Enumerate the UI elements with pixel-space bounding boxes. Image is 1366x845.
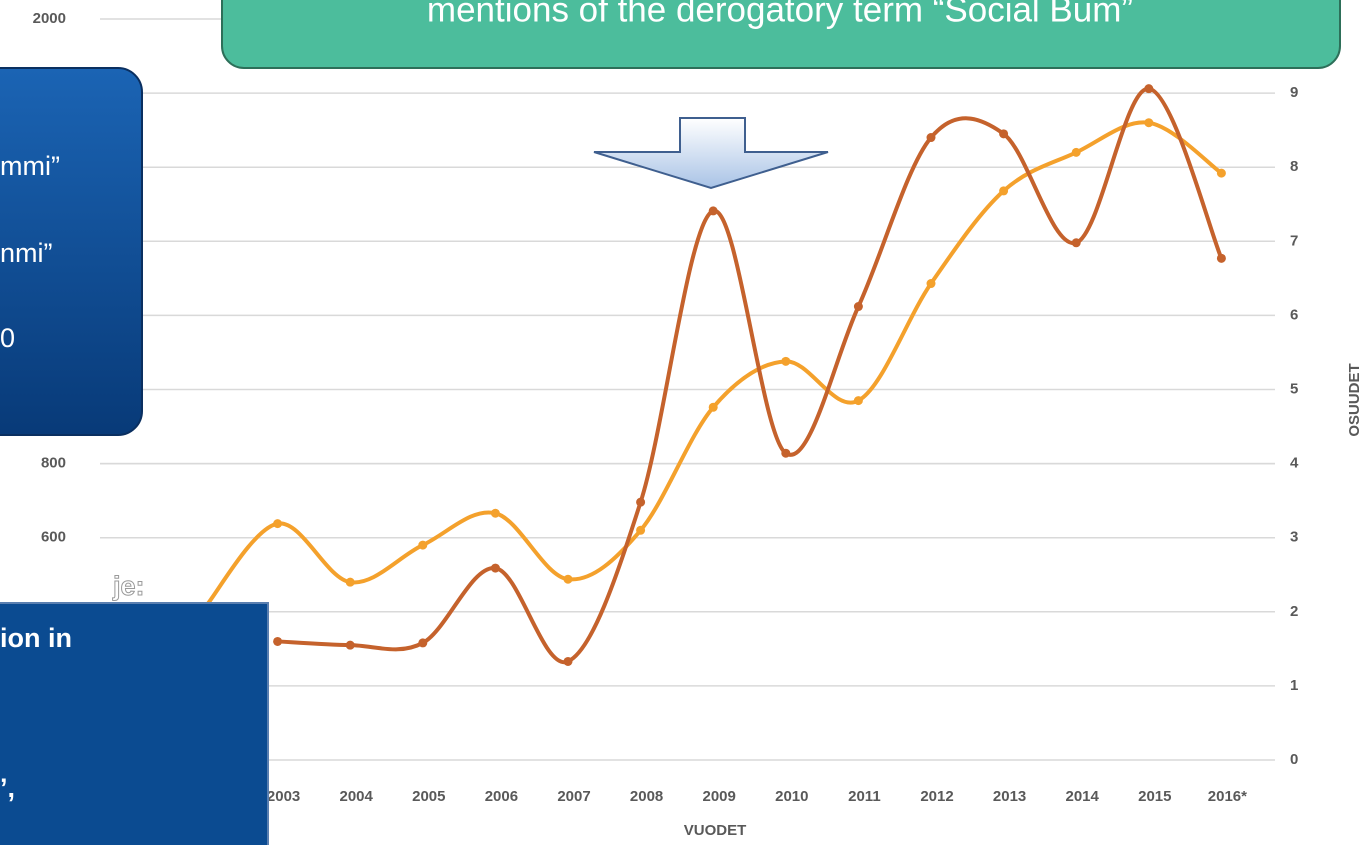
data-point [563, 656, 573, 666]
left-box [0, 67, 143, 436]
data-point [490, 563, 500, 573]
data-point [273, 519, 283, 529]
left-box-line: mmi” [0, 151, 60, 181]
data-point [926, 133, 936, 143]
y2-tick-label: 2 [1290, 603, 1298, 620]
y2-tick-label: 0 [1290, 751, 1298, 768]
x-tick-label: 2014 [1066, 788, 1100, 805]
data-point [1216, 253, 1226, 263]
data-point [1071, 238, 1081, 248]
y2-tick-label: 4 [1290, 455, 1299, 472]
data-point [999, 186, 1009, 196]
y2-tick-label: 6 [1290, 306, 1298, 323]
x-tick-label: 2012 [920, 788, 953, 805]
y2-tick-label: 9 [1290, 84, 1298, 101]
x-tick-label: 2016* [1208, 788, 1247, 805]
y2-axis-title: OSUUDET [1346, 363, 1363, 436]
y-tick-label: 600 [41, 529, 66, 546]
y-tick-label: 2000 [33, 10, 66, 27]
x-tick-label: 2008 [630, 788, 663, 805]
y2-tick-label: 7 [1290, 232, 1298, 249]
data-point [708, 206, 718, 216]
x-tick-label: 2004 [340, 788, 374, 805]
bottom-box [0, 602, 269, 845]
data-point [853, 396, 863, 406]
data-point [636, 497, 646, 507]
partial-text: je: [112, 571, 145, 601]
data-point [345, 577, 355, 587]
data-point [781, 448, 791, 458]
callout-box [221, 0, 1341, 69]
data-point [1144, 118, 1154, 128]
data-point [1071, 147, 1081, 157]
callout-text: mentions of the derogatory term “Social … [427, 0, 1133, 29]
left-box-line: nmi” [0, 238, 53, 268]
data-point [853, 302, 863, 312]
x-tick-label: 2011 [848, 788, 881, 805]
data-point [708, 402, 718, 412]
x-tick-label: 2015 [1138, 788, 1171, 805]
y-tick-label: 800 [41, 455, 66, 472]
series-line [203, 120, 1223, 609]
y2-tick-label: 8 [1290, 158, 1298, 175]
data-point [345, 640, 355, 650]
x-axis-title: VUODET [684, 822, 747, 839]
y2-tick-label: 3 [1290, 529, 1298, 546]
data-point [490, 508, 500, 518]
x-tick-label: 2006 [485, 788, 518, 805]
data-point [999, 129, 1009, 139]
down-arrow [593, 117, 829, 190]
bottom-box-line: ’, [0, 773, 15, 803]
data-point [926, 279, 936, 289]
x-tick-label: 2005 [412, 788, 445, 805]
data-point [418, 540, 428, 550]
data-point [418, 638, 428, 648]
y2-tick-label: 1 [1290, 677, 1298, 694]
data-point [563, 574, 573, 584]
y2-tick-label: 5 [1290, 380, 1298, 397]
data-point [636, 525, 646, 535]
data-point [273, 636, 283, 646]
data-point [781, 356, 791, 366]
left-box-line: 0 [0, 323, 15, 353]
x-tick-label: 2007 [557, 788, 590, 805]
x-tick-label: 2010 [775, 788, 808, 805]
x-tick-label: 2003 [267, 788, 300, 805]
x-tick-label: 2013 [993, 788, 1026, 805]
x-tick-label: 2009 [703, 788, 736, 805]
data-point [1216, 168, 1226, 178]
data-point [1144, 84, 1154, 94]
bottom-box-line: ion in [0, 623, 72, 653]
